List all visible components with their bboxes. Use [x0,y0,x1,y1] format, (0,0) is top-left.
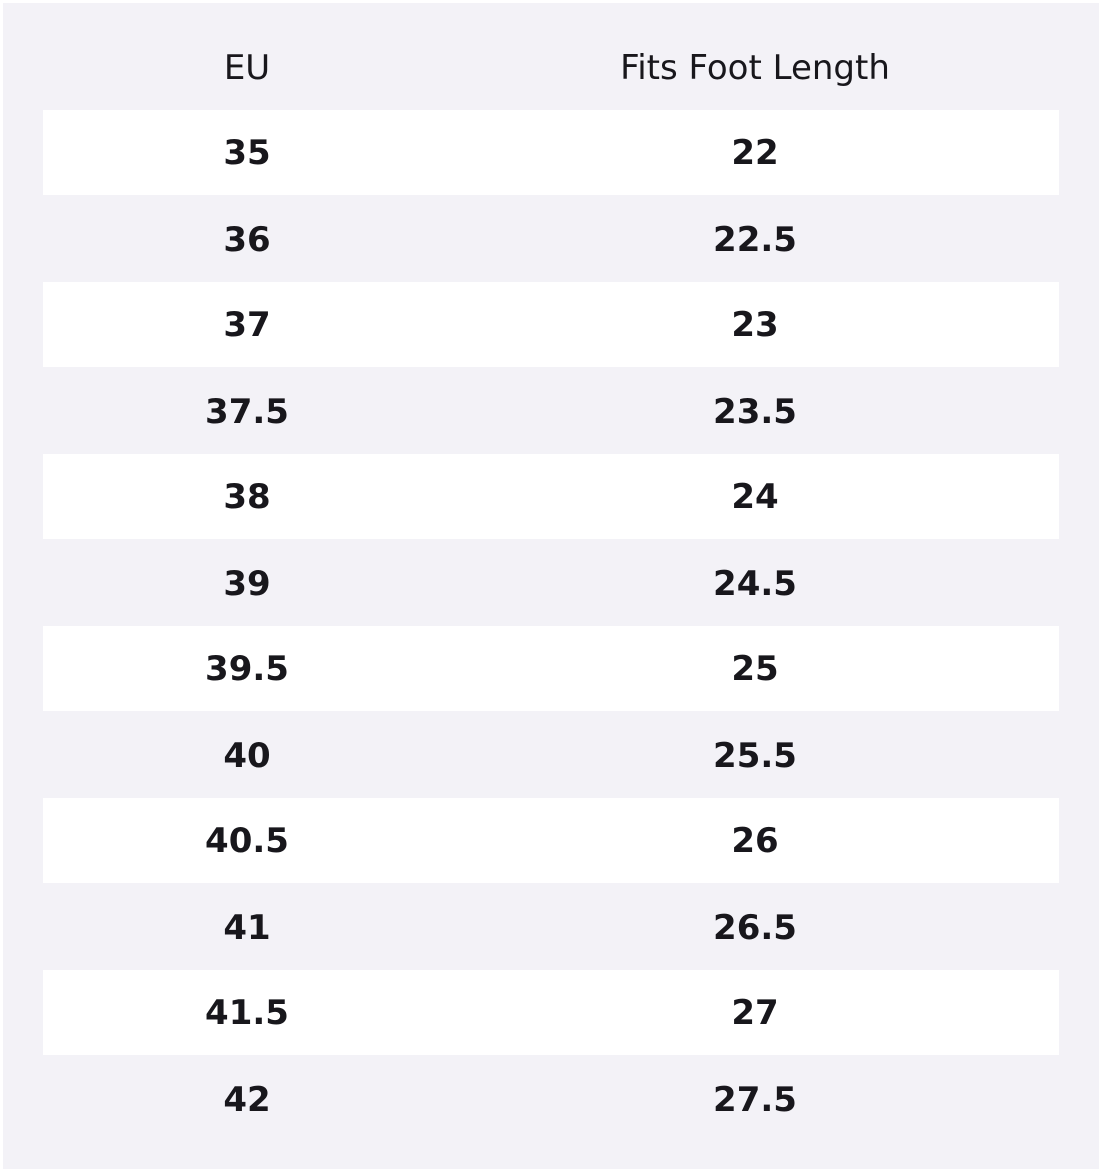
eu-size-cell: 37 [43,282,451,368]
table-header: EU Fits Foot Length [43,25,1059,110]
table-row: 37.5 23.5 [43,368,1059,454]
foot-length-cell: 23 [451,282,1059,368]
foot-length-cell: 26 [451,798,1059,884]
eu-size-cell: 38 [43,454,451,540]
table-body: 35 22 36 22.5 37 23 37.5 23.5 38 24 39 24.5 39.5 25 40… [43,110,1059,1142]
header-cell: EU [223,47,271,88]
table-row: 39.5 25 [43,626,1059,712]
foot-length-cell: 27.5 [713,1079,797,1120]
eu-size-cell: 37.5 [205,391,289,432]
eu-size-cell: 41.5 [43,970,451,1056]
foot-length-cell: 24 [451,454,1059,540]
foot-length-cell: 22 [451,110,1059,196]
table-row: 36 22.5 [43,196,1059,282]
eu-size-cell: 39.5 [43,626,451,712]
eu-size-cell: 35 [43,110,451,196]
foot-length-cell: 26.5 [713,907,797,948]
table-row: 40.5 26 [43,798,1059,884]
table-row: 38 24 [43,454,1059,540]
eu-size-cell: 41 [223,907,271,948]
header-row: EU Fits Foot Length [43,25,1059,110]
table-row: 41.5 27 [43,970,1059,1056]
table-row: 37 23 [43,282,1059,368]
header-cell: Fits Foot Length [620,47,890,88]
foot-length-cell: 25 [451,626,1059,712]
table-row: 35 22 [43,110,1059,196]
foot-length-cell: 23.5 [713,391,797,432]
table-row: 42 27.5 [43,1056,1059,1142]
foot-length-cell: 27 [451,970,1059,1056]
foot-length-cell: 22.5 [713,219,797,260]
eu-size-cell: 39 [223,563,271,604]
eu-size-cell: 36 [223,219,271,260]
foot-length-cell: 24.5 [713,563,797,604]
foot-length-cell: 25.5 [713,735,797,776]
size-chart-panel: EU Fits Foot Length 35 22 36 22.5 37 23 37.5 23… [3,3,1099,1169]
eu-size-cell: 42 [223,1079,271,1120]
eu-size-cell: 40.5 [43,798,451,884]
table-row: 40 25.5 [43,712,1059,798]
eu-size-cell: 40 [223,735,271,776]
table-row: 39 24.5 [43,540,1059,626]
table-row: 41 26.5 [43,884,1059,970]
size-table: EU Fits Foot Length 35 22 36 22.5 37 23 37.5 23… [43,25,1059,1142]
